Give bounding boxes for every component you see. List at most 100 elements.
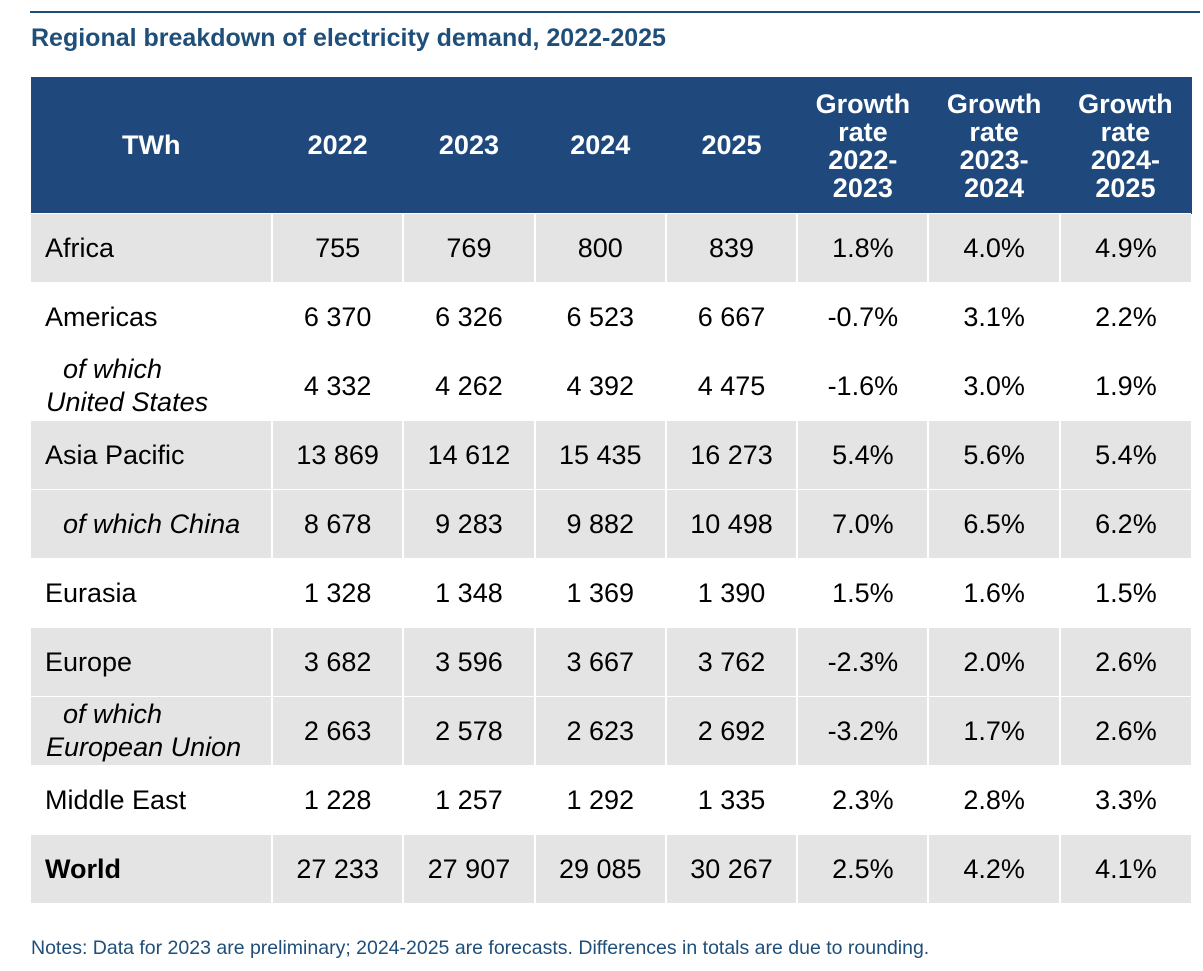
cell-growth-2022-2023: 2.5%	[797, 834, 930, 903]
cell-growth-2022-2023: 2.3%	[797, 765, 930, 835]
cell-growth-2022-2023: -1.6%	[797, 351, 930, 421]
header-twh: TWh	[31, 77, 273, 214]
cell-2023: 1 257	[403, 765, 536, 835]
cell-2022: 27 233	[272, 834, 405, 903]
cell-growth-2024-2025: 2.6%	[1059, 627, 1192, 697]
cell-2022: 1 328	[272, 558, 405, 628]
cell-growth-2024-2025: 5.4%	[1059, 420, 1192, 490]
row-label: of which United States	[31, 351, 273, 421]
table-row-europe: Europe 3 682 3 596 3 667 3 762 -2.3% 2.0…	[31, 627, 1192, 697]
cell-growth-2023-2024: 5.6%	[928, 420, 1061, 490]
cell-2023: 3 596	[403, 627, 536, 697]
cell-2022: 4 332	[272, 351, 405, 421]
table-row-africa: Africa 755 769 800 839 1.8% 4.0% 4.9%	[31, 213, 1192, 283]
cell-growth-2022-2023: -2.3%	[797, 627, 930, 697]
header-2024: 2024	[534, 77, 667, 214]
table-row-americas: Americas 6 370 6 326 6 523 6 667 -0.7% 3…	[31, 282, 1192, 352]
cell-growth-2022-2023: 5.4%	[797, 420, 930, 490]
cell-2022: 13 869	[272, 420, 405, 490]
cell-2024: 3 667	[534, 627, 667, 697]
table-notes: Notes: Data for 2023 are preliminary; 20…	[31, 937, 930, 959]
cell-2023: 769	[403, 213, 536, 283]
electricity-demand-table: TWh 2022 2023 2024 2025 Growth rate 2022- 2…	[31, 77, 1192, 903]
table-row-world: World 27 233 27 907 29 085 30 267 2.5% 4…	[31, 834, 1192, 903]
table-row-united-states: of which United States 4 332 4 262 4 392 …	[31, 351, 1192, 421]
top-rule	[30, 11, 1200, 13]
cell-2024: 15 435	[534, 420, 667, 490]
header-2022: 2022	[272, 77, 404, 214]
cell-2023: 9 283	[403, 489, 536, 559]
header-growth-2023-2024: Growth rate 2023- 2024	[928, 77, 1061, 214]
cell-2025: 1 335	[665, 765, 799, 835]
cell-growth-2022-2023: -0.7%	[797, 282, 930, 352]
cell-2025: 839	[665, 213, 799, 283]
header-row: TWh 2022 2023 2024 2025 Growth rate 2022- 2…	[31, 77, 1192, 214]
row-label: Eurasia	[31, 558, 273, 628]
cell-2024: 6 523	[534, 282, 667, 352]
cell-2025: 4 475	[665, 351, 799, 421]
header-2025: 2025	[665, 77, 798, 214]
header-2023: 2023	[403, 77, 536, 214]
row-label: Asia Pacific	[31, 420, 273, 490]
cell-growth-2023-2024: 1.7%	[928, 696, 1061, 766]
cell-growth-2023-2024: 6.5%	[928, 489, 1061, 559]
cell-2024: 800	[534, 213, 667, 283]
cell-growth-2022-2023: 1.5%	[797, 558, 930, 628]
cell-2022: 6 370	[272, 282, 405, 352]
cell-2024: 1 292	[534, 765, 667, 835]
cell-growth-2024-2025: 4.1%	[1059, 834, 1192, 903]
cell-2023: 14 612	[403, 420, 536, 490]
cell-2022: 2 663	[272, 696, 405, 766]
cell-growth-2023-2024: 4.0%	[928, 213, 1061, 283]
cell-2024: 4 392	[534, 351, 667, 421]
row-label: Africa	[31, 213, 273, 283]
cell-2025: 6 667	[665, 282, 799, 352]
cell-2022: 3 682	[272, 627, 405, 697]
cell-2023: 27 907	[403, 834, 536, 903]
cell-growth-2024-2025: 2.6%	[1059, 696, 1192, 766]
table-row-asia-pacific: Asia Pacific 13 869 14 612 15 435 16 273…	[31, 420, 1192, 490]
header-growth-2022-2023: Growth rate 2022- 2023	[797, 77, 929, 214]
table-title: Regional breakdown of electricity demand…	[31, 24, 666, 52]
row-label: of which China	[31, 489, 273, 559]
cell-2024: 9 882	[534, 489, 667, 559]
cell-growth-2023-2024: 2.0%	[928, 627, 1061, 697]
row-label: of which European Union	[31, 696, 273, 766]
cell-growth-2024-2025: 4.9%	[1059, 213, 1192, 283]
row-label: Middle East	[31, 765, 273, 835]
cell-growth-2023-2024: 4.2%	[928, 834, 1061, 903]
cell-growth-2024-2025: 2.2%	[1059, 282, 1192, 352]
cell-growth-2023-2024: 3.1%	[928, 282, 1061, 352]
table-row-middle-east: Middle East 1 228 1 257 1 292 1 335 2.3%…	[31, 765, 1192, 835]
cell-2023: 6 326	[403, 282, 536, 352]
row-label: Americas	[31, 282, 273, 352]
cell-growth-2024-2025: 1.9%	[1059, 351, 1192, 421]
cell-growth-2023-2024: 2.8%	[928, 765, 1061, 835]
cell-2022: 755	[272, 213, 405, 283]
cell-2024: 1 369	[534, 558, 667, 628]
cell-2025: 1 390	[665, 558, 799, 628]
table-row-eurasia: Eurasia 1 328 1 348 1 369 1 390 1.5% 1.6…	[31, 558, 1192, 628]
cell-growth-2023-2024: 3.0%	[928, 351, 1061, 421]
cell-2023: 4 262	[403, 351, 536, 421]
cell-2025: 2 692	[665, 696, 799, 766]
cell-2024: 2 623	[534, 696, 667, 766]
cell-growth-2024-2025: 3.3%	[1059, 765, 1192, 835]
header-growth-2024-2025: Growth rate 2024- 2025	[1059, 77, 1192, 214]
row-label: World	[31, 834, 273, 903]
cell-2024: 29 085	[534, 834, 667, 903]
cell-2025: 16 273	[665, 420, 799, 490]
row-label: Europe	[31, 627, 273, 697]
cell-2022: 8 678	[272, 489, 405, 559]
table-row-china: of which China 8 678 9 283 9 882 10 498 …	[31, 489, 1192, 559]
cell-growth-2022-2023: -3.2%	[797, 696, 930, 766]
cell-2023: 1 348	[403, 558, 536, 628]
cell-2025: 3 762	[665, 627, 799, 697]
cell-2025: 10 498	[665, 489, 799, 559]
cell-2022: 1 228	[272, 765, 405, 835]
cell-growth-2022-2023: 7.0%	[797, 489, 930, 559]
table-row-european-union: of which European Union 2 663 2 578 2 623…	[31, 696, 1192, 766]
cell-2023: 2 578	[403, 696, 536, 766]
cell-growth-2022-2023: 1.8%	[797, 213, 930, 283]
cell-growth-2024-2025: 1.5%	[1059, 558, 1192, 628]
